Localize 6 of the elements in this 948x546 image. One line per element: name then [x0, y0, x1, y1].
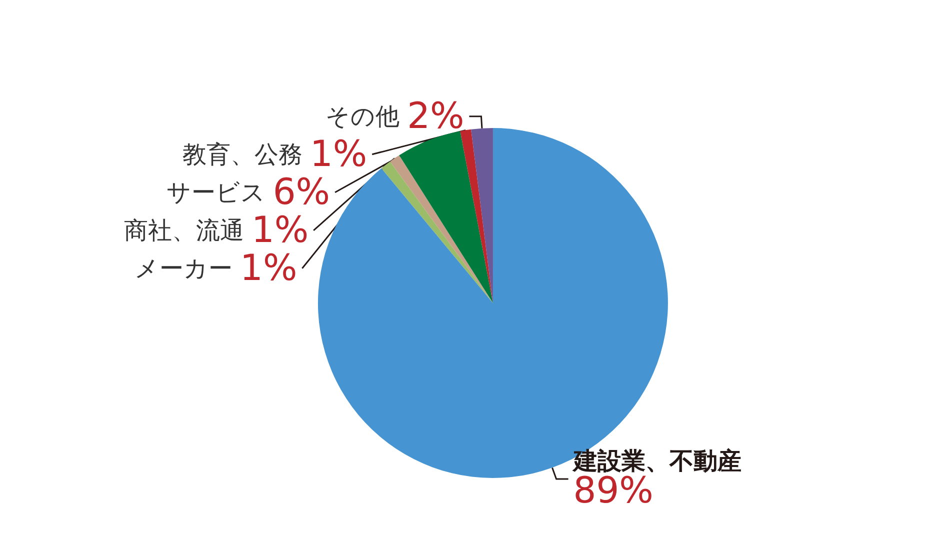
slice-label: 商社、流通: [124, 216, 252, 244]
slice-label: サービス: [166, 178, 273, 206]
data-label: 2%: [407, 96, 464, 137]
slice-label: 教育、公務: [182, 140, 310, 168]
slice-label: メーカー: [134, 254, 240, 282]
slice-label: その他: [325, 102, 408, 130]
